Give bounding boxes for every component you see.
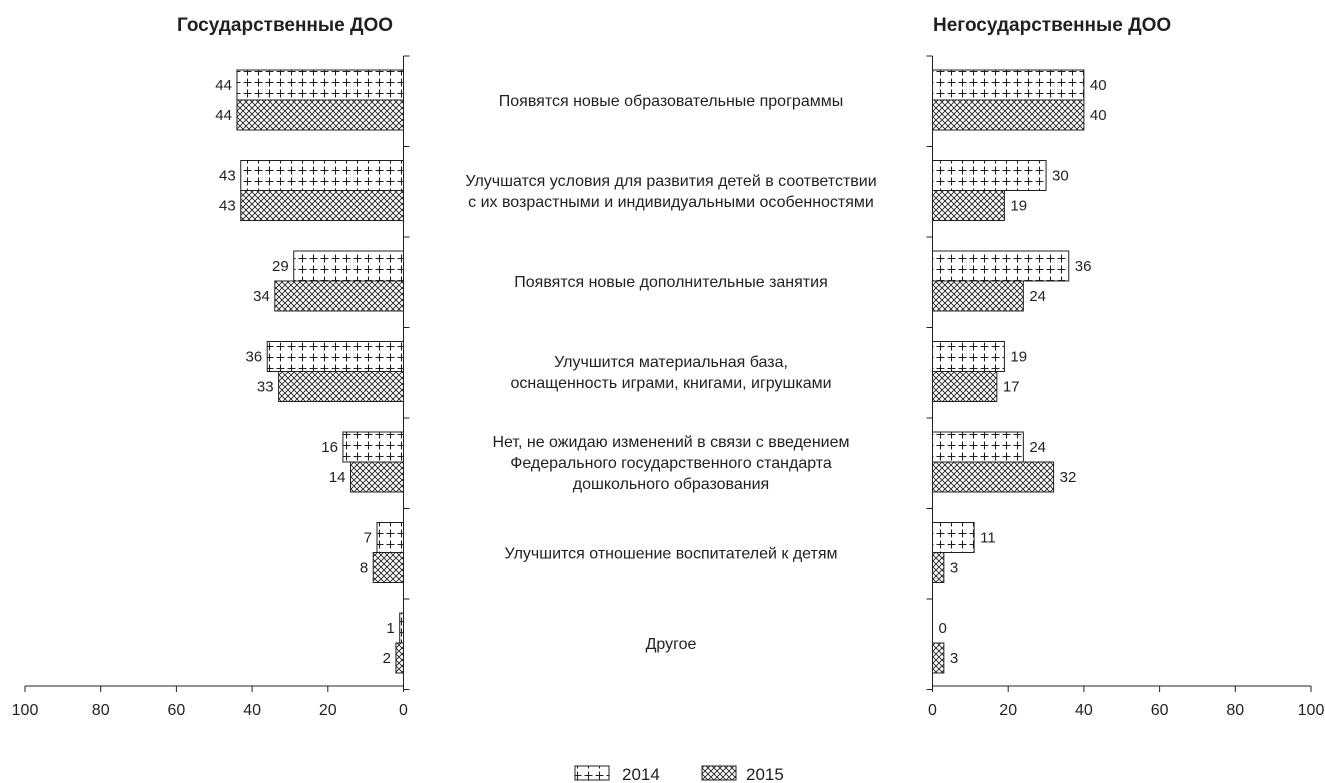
right-bar-2014 (932, 431, 1024, 463)
right-bar-2015 (932, 461, 1055, 493)
left-bar-2014 (240, 160, 404, 191)
right-bar-2014 (932, 69, 1085, 101)
left-bar-2015 (240, 190, 404, 221)
left-bar-2015 (278, 371, 404, 402)
category-label: Улучшится отношение воспитателей к детям (504, 546, 837, 563)
category-label: Федерального государственного стандарта (510, 455, 832, 472)
right-bar-2015 (932, 371, 998, 402)
right-value-label-2014: 40 (1090, 77, 1107, 94)
left-bar-2015 (395, 642, 404, 674)
legend-swatch-2014 (574, 765, 610, 781)
category-label: Появятся новые дополнительные занятия (514, 274, 827, 291)
left-value-label-2014: 16 (321, 439, 338, 456)
left-bar-2015 (274, 280, 404, 312)
left-x-tick-label: 60 (168, 702, 186, 719)
right-panel-title: Негосударственные ДОО (933, 15, 1171, 36)
category-label: Появятся новые образовательные программы (499, 93, 843, 110)
right-bar-2014 (932, 341, 1005, 372)
right-x-tick-label: 40 (1075, 702, 1093, 719)
category-label: Улучшится материальная база, (554, 354, 788, 371)
category-label: с их возрастными и индивидуальными особе… (468, 194, 874, 211)
right-bar-2015 (932, 552, 945, 583)
left-value-label-2014: 44 (215, 77, 232, 94)
right-value-label-2015: 3 (950, 560, 958, 577)
category-label: Другое (646, 636, 697, 653)
left-bar-2015 (350, 461, 405, 493)
category-label: оснащенность играми, книгами, игрушками (510, 375, 831, 392)
right-bar-2015 (932, 280, 1024, 312)
right-value-label-2014: 0 (939, 620, 947, 637)
right-bar-2015 (932, 99, 1085, 131)
left-value-label-2014: 1 (386, 620, 394, 637)
left-x-tick-label: 80 (92, 702, 110, 719)
right-x-tick-label: 100 (1298, 702, 1325, 719)
legend-label-2014: 2014 (622, 765, 660, 783)
left-x-tick-label: 100 (12, 702, 39, 719)
legend-label-2015: 2015 (746, 765, 784, 783)
left-value-label-2015: 43 (219, 198, 236, 215)
left-value-label-2015: 34 (253, 288, 270, 305)
right-value-label-2014: 24 (1029, 439, 1046, 456)
right-value-label-2015: 19 (1010, 198, 1027, 215)
left-bar-2015 (236, 99, 404, 131)
right-bars: 40 30 36 19 24 11 0 40 19 24 17 32 3 3 (932, 69, 1107, 674)
right-value-label-2015: 32 (1060, 469, 1077, 486)
left-value-label-2014: 7 (364, 530, 372, 547)
legend-swatch-2015 (701, 765, 737, 781)
left-bar-2014 (293, 250, 404, 282)
right-x-tick-label: 0 (928, 702, 937, 719)
left-bar-2014 (236, 69, 404, 101)
left-value-label-2014: 29 (272, 258, 289, 275)
legend: 2014 2015 (574, 765, 784, 783)
right-bar-2015 (932, 190, 1005, 221)
left-x-axis: 0 20 40 60 80 100 (12, 55, 410, 719)
left-x-tick-label: 40 (243, 702, 261, 719)
right-value-label-2014: 11 (980, 530, 996, 547)
left-value-label-2015: 44 (215, 107, 232, 124)
category-label: дошкольного образования (573, 476, 769, 493)
left-value-label-2015: 33 (257, 379, 274, 396)
right-x-tick-label: 20 (999, 702, 1017, 719)
left-bar-2014 (266, 341, 404, 372)
right-x-tick-label: 80 (1226, 702, 1244, 719)
left-bar-2014 (399, 612, 404, 644)
right-value-label-2014: 30 (1052, 168, 1069, 185)
left-value-label-2014: 36 (246, 349, 263, 366)
left-bar-2015 (372, 552, 405, 583)
right-value-label-2015: 24 (1029, 288, 1046, 305)
right-bar-2015 (932, 642, 945, 674)
left-bar-2014 (376, 522, 405, 553)
category-label: Нет, не ожидаю изменений в связи с введе… (492, 434, 849, 451)
left-value-label-2015: 2 (383, 650, 391, 667)
left-panel-title: Государственные ДОО (177, 15, 393, 36)
right-value-label-2014: 19 (1010, 349, 1027, 366)
right-value-label-2015: 3 (950, 650, 958, 667)
left-value-label-2015: 8 (360, 560, 368, 577)
left-x-tick-label: 20 (319, 702, 337, 719)
right-bar-2014 (932, 160, 1047, 191)
right-value-label-2015: 17 (1003, 379, 1020, 396)
left-value-label-2015: 14 (329, 469, 346, 486)
category-label: Улучшатся условия для развития детей в с… (465, 173, 876, 190)
left-bar-2014 (342, 431, 405, 463)
category-labels: Появятся новые образовательные программы… (465, 93, 876, 653)
right-bar-2014 (932, 250, 1070, 282)
right-value-label-2014: 36 (1075, 258, 1092, 275)
left-value-label-2014: 43 (219, 168, 236, 185)
right-x-tick-label: 60 (1151, 702, 1169, 719)
right-bar-2014 (932, 522, 975, 553)
right-value-label-2015: 40 (1090, 107, 1107, 124)
left-x-tick-label: 0 (399, 702, 408, 719)
left-bars: 44 43 29 36 16 7 1 44 43 34 33 14 8 2 (215, 69, 405, 674)
